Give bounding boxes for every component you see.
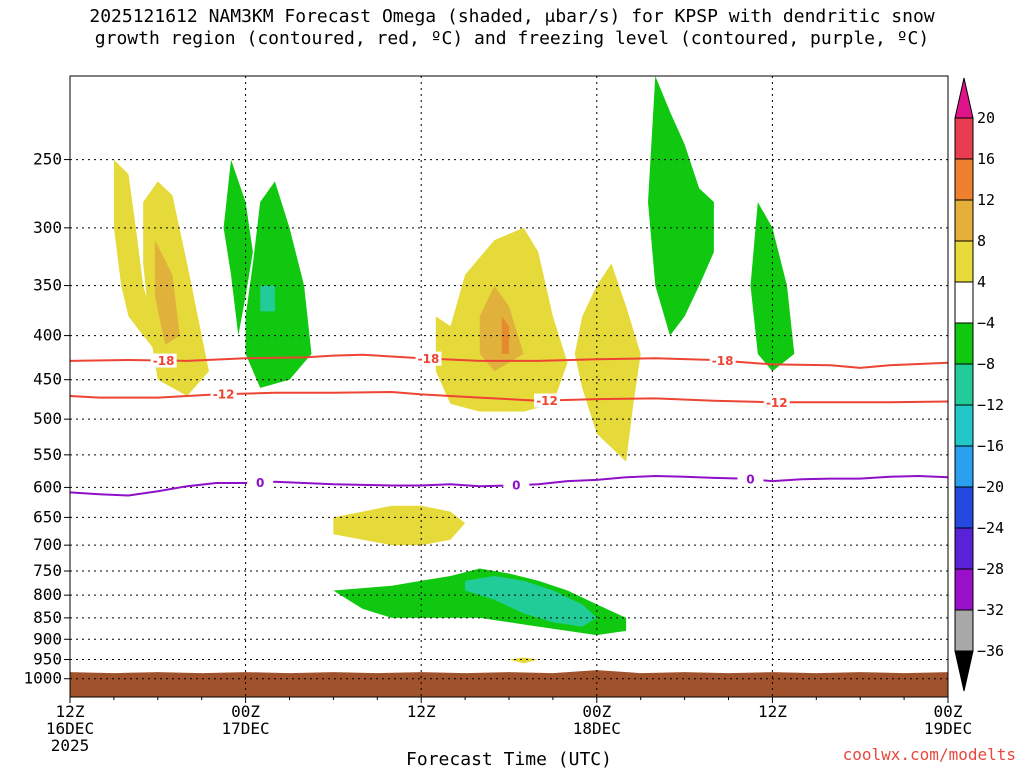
x-tick-label-5-1: 19DEC bbox=[924, 719, 972, 738]
contour-label-bg-1-0 bbox=[210, 387, 237, 402]
contour-label-0-1: -18 bbox=[418, 352, 440, 366]
omega-region-15 bbox=[509, 657, 539, 664]
chart-title: 2025121612 NAM3KM Forecast Omega (shaded… bbox=[0, 6, 1024, 50]
ground-surface bbox=[70, 670, 948, 697]
omega-region-0 bbox=[113, 159, 158, 354]
omega-region-8 bbox=[501, 316, 509, 354]
y-tick-label-650: 650 bbox=[33, 507, 62, 526]
colorbar-label-8: −16 bbox=[977, 437, 1004, 455]
contour-label-bg-0-1 bbox=[415, 351, 442, 366]
colorbar-band-8 bbox=[954, 445, 974, 488]
x-tick-label-0-1: 16DEC bbox=[46, 719, 94, 738]
colorbar-label-2: 12 bbox=[977, 191, 995, 209]
contour-label-1-1: -12 bbox=[536, 394, 558, 408]
x-tick-label-1-1: 17DEC bbox=[222, 719, 270, 738]
omega-region-9 bbox=[574, 263, 641, 462]
colorbar-label-7: −12 bbox=[977, 396, 1004, 414]
x-tick-label-3-1: 18DEC bbox=[573, 719, 621, 738]
omega-region-4 bbox=[245, 181, 312, 388]
colorbar-bottom-triangle bbox=[954, 650, 974, 692]
contour-label-bg-2-2 bbox=[737, 472, 764, 487]
y-tick-label-850: 850 bbox=[33, 608, 62, 627]
contour-label-2-1: 0 bbox=[512, 479, 520, 493]
contour-label-0-0: -18 bbox=[153, 354, 175, 368]
omega-region-5 bbox=[260, 285, 275, 312]
plot-frame bbox=[69, 75, 949, 698]
x-tick-label-2-0: 12Z bbox=[407, 702, 436, 721]
y-tick-label-250: 250 bbox=[33, 150, 62, 169]
x-tick-label-1-0: 00Z bbox=[231, 702, 260, 721]
colorbar-top-triangle bbox=[954, 77, 974, 119]
colorbar-label-4: 4 bbox=[977, 273, 986, 291]
colorbar-label-11: −28 bbox=[977, 560, 1004, 578]
omega-region-1 bbox=[143, 181, 209, 396]
colorbar-band-4 bbox=[954, 281, 974, 324]
x-tick-label-3-0: 00Z bbox=[582, 702, 611, 721]
credit-text: coolwx.com/modelts bbox=[843, 745, 1016, 764]
colorbar-band-6 bbox=[954, 363, 974, 406]
x-tick-label-0-0: 12Z bbox=[56, 702, 85, 721]
y-tick-label-300: 300 bbox=[33, 218, 62, 237]
y-tick-label-600: 600 bbox=[33, 477, 62, 496]
y-tick-label-450: 450 bbox=[33, 370, 62, 389]
x-tick-label-5-0: 00Z bbox=[934, 702, 963, 721]
colorbar-label-0: 20 bbox=[977, 109, 995, 127]
x-tick-label-4-0: 12Z bbox=[758, 702, 787, 721]
y-tick-label-900: 900 bbox=[33, 629, 62, 648]
omega-region-2 bbox=[154, 240, 180, 345]
colorbar-band-12 bbox=[954, 609, 974, 652]
contour-line-1 bbox=[69, 390, 949, 404]
contour-label-1-0: -12 bbox=[213, 388, 235, 402]
colorbar-band-3 bbox=[954, 240, 974, 283]
omega-region-14 bbox=[333, 505, 466, 546]
contour-label-2-0: 0 bbox=[256, 476, 264, 490]
y-tick-label-400: 400 bbox=[33, 326, 62, 345]
y-tick-label-350: 350 bbox=[33, 276, 62, 295]
contour-label-bg-0-2 bbox=[709, 353, 736, 368]
colorbar-label-5: −4 bbox=[977, 314, 995, 332]
colorbar-band-11 bbox=[954, 568, 974, 611]
omega-region-13 bbox=[465, 576, 597, 627]
colorbar-band-0 bbox=[954, 117, 974, 160]
colorbar-band-9 bbox=[954, 486, 974, 529]
colorbar-label-10: −24 bbox=[977, 519, 1004, 537]
contour-label-bg-2-0 bbox=[247, 475, 274, 490]
title-line-2: growth region (contoured, red, ºC) and f… bbox=[94, 28, 930, 49]
title-line-1: 2025121612 NAM3KM Forecast Omega (shaded… bbox=[89, 6, 935, 27]
colorbar-label-6: −8 bbox=[977, 355, 995, 373]
y-tick-label-750: 750 bbox=[33, 561, 62, 580]
omega-region-10 bbox=[648, 76, 714, 336]
y-tick-label-500: 500 bbox=[33, 409, 62, 428]
contour-label-bg-2-1 bbox=[503, 478, 530, 493]
contour-label-1-2: -12 bbox=[766, 396, 788, 410]
x-axis-title: Forecast Time (UTC) bbox=[406, 749, 612, 768]
colorbar-label-12: −32 bbox=[977, 601, 1004, 619]
colorbar-band-7 bbox=[954, 404, 974, 447]
y-tick-label-550: 550 bbox=[33, 445, 62, 464]
omega-region-7 bbox=[479, 285, 524, 372]
colorbar-band-2 bbox=[954, 199, 974, 242]
colorbar-label-9: −20 bbox=[977, 478, 1004, 496]
colorbar-label-3: 8 bbox=[977, 232, 986, 250]
contour-label-2-2: 0 bbox=[746, 473, 754, 487]
y-tick-label-950: 950 bbox=[33, 650, 62, 669]
contour-label-bg-0-0 bbox=[150, 353, 177, 368]
colorbar-label-13: −36 bbox=[977, 642, 1004, 660]
contour-line-0 bbox=[69, 353, 949, 369]
y-tick-label-700: 700 bbox=[33, 535, 62, 554]
colorbar-band-10 bbox=[954, 527, 974, 570]
contour-label-bg-1-2 bbox=[763, 395, 790, 410]
colorbar-label-1: 16 bbox=[977, 150, 995, 168]
contour-label-0-2: -18 bbox=[712, 354, 734, 368]
contour-label-bg-1-1 bbox=[534, 393, 561, 408]
y-tick-label-1000: 1000 bbox=[23, 669, 62, 688]
y-tick-label-800: 800 bbox=[33, 585, 62, 604]
colorbar-band-1 bbox=[954, 158, 974, 201]
x-tick-label-0-2: 2025 bbox=[51, 736, 90, 755]
colorbar-band-5 bbox=[954, 322, 974, 365]
